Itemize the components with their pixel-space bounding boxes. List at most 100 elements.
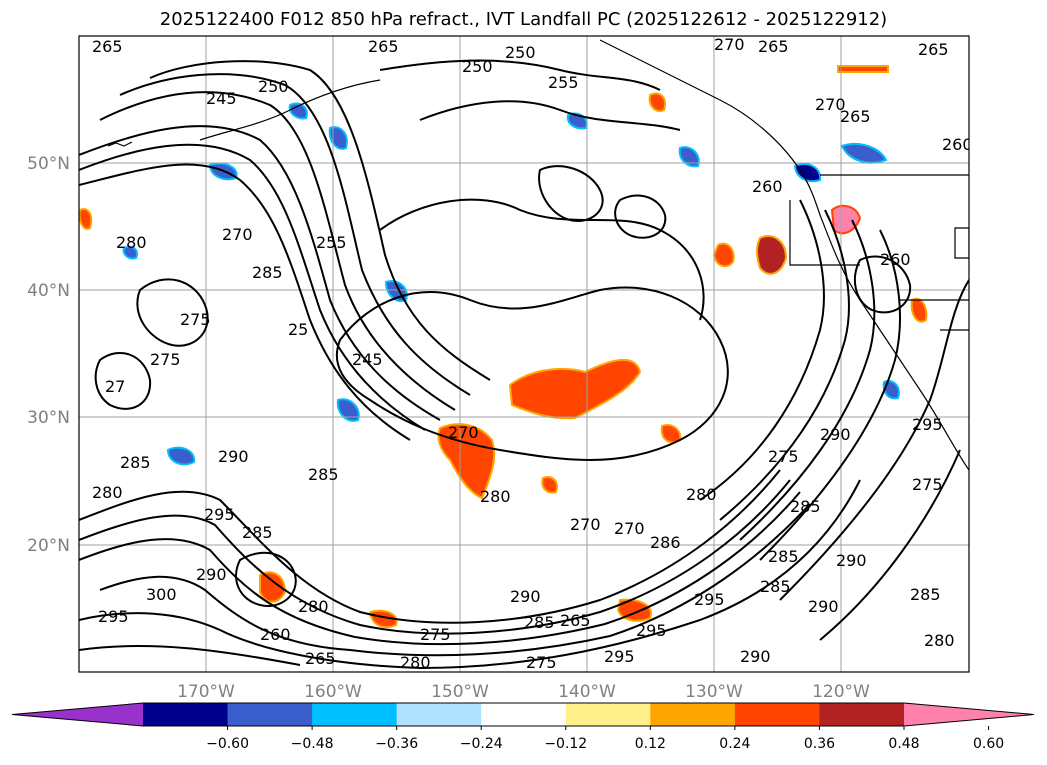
lat-label-20n: 20°N [27, 536, 70, 556]
contour-label: 295 [636, 621, 667, 640]
contour-label: 255 [316, 233, 347, 252]
graticule [79, 36, 969, 672]
contour-label: 295 [694, 590, 725, 609]
contour-label: 295 [604, 647, 635, 666]
colorbar-tick-label: 0.12 [635, 736, 666, 752]
lon-label-160w: 160°W [304, 682, 362, 702]
contour-label: 260 [260, 625, 291, 644]
colorbar-tick-label: −0.12 [544, 736, 587, 752]
coastlines [107, 39, 969, 471]
colorbar-tick-label: −0.60 [206, 736, 249, 752]
contour-label: 285 [790, 497, 821, 516]
colorbar-tick-label: 0.60 [973, 736, 1004, 752]
contour-label: 265 [758, 37, 789, 56]
colorbar-extension-low [12, 703, 143, 726]
contour-label: 280 [92, 483, 123, 502]
colorbar-bin [481, 703, 567, 726]
contour-label: 265 [840, 107, 871, 126]
contour-label: 260 [880, 250, 911, 269]
contour-label: 295 [912, 415, 943, 434]
colorbar-bin [227, 703, 313, 726]
contour-label: 265 [92, 37, 123, 56]
colorbar-bin [734, 703, 820, 726]
lon-label-120w: 120°W [812, 682, 870, 702]
contour-label: 285 [910, 585, 941, 604]
contour-label: 290 [196, 565, 227, 584]
contour-label: 290 [218, 447, 249, 466]
contour-label: 280 [924, 631, 955, 650]
colorbar-tick-label: −0.36 [375, 736, 418, 752]
colorbar-bin [819, 703, 905, 726]
contour-label: 270 [570, 515, 601, 534]
contour-label: 255 [548, 73, 579, 92]
contour-label: 295 [204, 505, 235, 524]
colorbar-tick-label: 0.36 [804, 736, 835, 752]
contour-label: 285 [308, 465, 339, 484]
longitude-labels: 170°W 160°W 150°W 140°W 130°W 120°W [177, 682, 870, 702]
contour-label: 280 [686, 485, 717, 504]
contour-label: 275 [912, 475, 943, 494]
colorbar-tick-label: 0.24 [719, 736, 750, 752]
colorbar: −0.60 −0.48 −0.36 −0.24 −0.12 0.12 0.24 0.36 0.4… [11, 702, 1035, 752]
plot-area [79, 36, 969, 672]
contour-labels: 265 265 250 250 255 270 265 245 250 260 … [92, 35, 973, 672]
contour-label: 250 [462, 57, 493, 76]
contour-label: 270 [614, 519, 645, 538]
colorbar-bin [650, 703, 736, 726]
contour-label: 286 [650, 533, 681, 552]
contour-label: 270 [815, 95, 846, 114]
contour-label: 280 [480, 487, 511, 506]
contour-label: 290 [740, 647, 771, 666]
colorbar-outline [11, 702, 1035, 727]
contour-label: 245 [352, 350, 383, 369]
contour-label: 290 [820, 425, 851, 444]
contour-label: 275 [180, 310, 211, 329]
contour-label: 245 [206, 89, 237, 108]
contour-label: 280 [116, 233, 147, 252]
colorbar-extension-high [904, 703, 1034, 726]
latitude-labels: 50°N 40°N 30°N 20°N [27, 154, 70, 556]
contour-label: 265 [560, 611, 591, 630]
colorbar-bin [312, 703, 398, 726]
positive-anomaly-shading [79, 65, 928, 629]
lat-label-50n: 50°N [27, 154, 70, 174]
contour-label: 265 [368, 37, 399, 56]
contour-label: 300 [146, 585, 177, 604]
contour-label: 250 [258, 77, 289, 96]
contour-label: 275 [150, 350, 181, 369]
colorbar-tick-label: −0.48 [291, 736, 334, 752]
colorbar-tick-label: −0.24 [460, 736, 503, 752]
contour-label: 285 [252, 263, 283, 282]
colorbar-bin [565, 703, 651, 726]
contour-label: 280 [298, 597, 329, 616]
contour-label: 285 [242, 523, 273, 542]
lon-label-140w: 140°W [558, 682, 616, 702]
contour-label: 260 [942, 135, 973, 154]
lon-label-170w: 170°W [177, 682, 235, 702]
lon-label-150w: 150°W [431, 682, 489, 702]
contour-label: 260 [752, 177, 783, 196]
contour-label: 265 [918, 40, 949, 59]
contour-label: 27 [105, 377, 125, 396]
refractivity-contours [79, 59, 969, 670]
contour-label: 275 [420, 625, 451, 644]
contour-label: 290 [510, 587, 541, 606]
contour-label: 285 [120, 453, 151, 472]
contour-label: 295 [98, 607, 129, 626]
contour-label: 270 [714, 35, 745, 54]
colorbar-tick-label: 0.48 [888, 736, 919, 752]
map-title: 2025122400 F012 850 hPa refract., IVT La… [159, 9, 888, 30]
contour-label: 270 [448, 423, 479, 442]
contour-label: 275 [768, 447, 799, 466]
colorbar-bin [396, 703, 482, 726]
contour-label: 265 [305, 649, 336, 668]
colorbar-bin [143, 703, 229, 726]
contour-label: 290 [808, 597, 839, 616]
plot-frame [78, 35, 970, 673]
lon-label-130w: 130°W [685, 682, 743, 702]
contour-label: 285 [768, 547, 799, 566]
contour-label: 270 [222, 225, 253, 244]
contour-label: 275 [526, 653, 557, 672]
lat-label-40n: 40°N [27, 281, 70, 301]
